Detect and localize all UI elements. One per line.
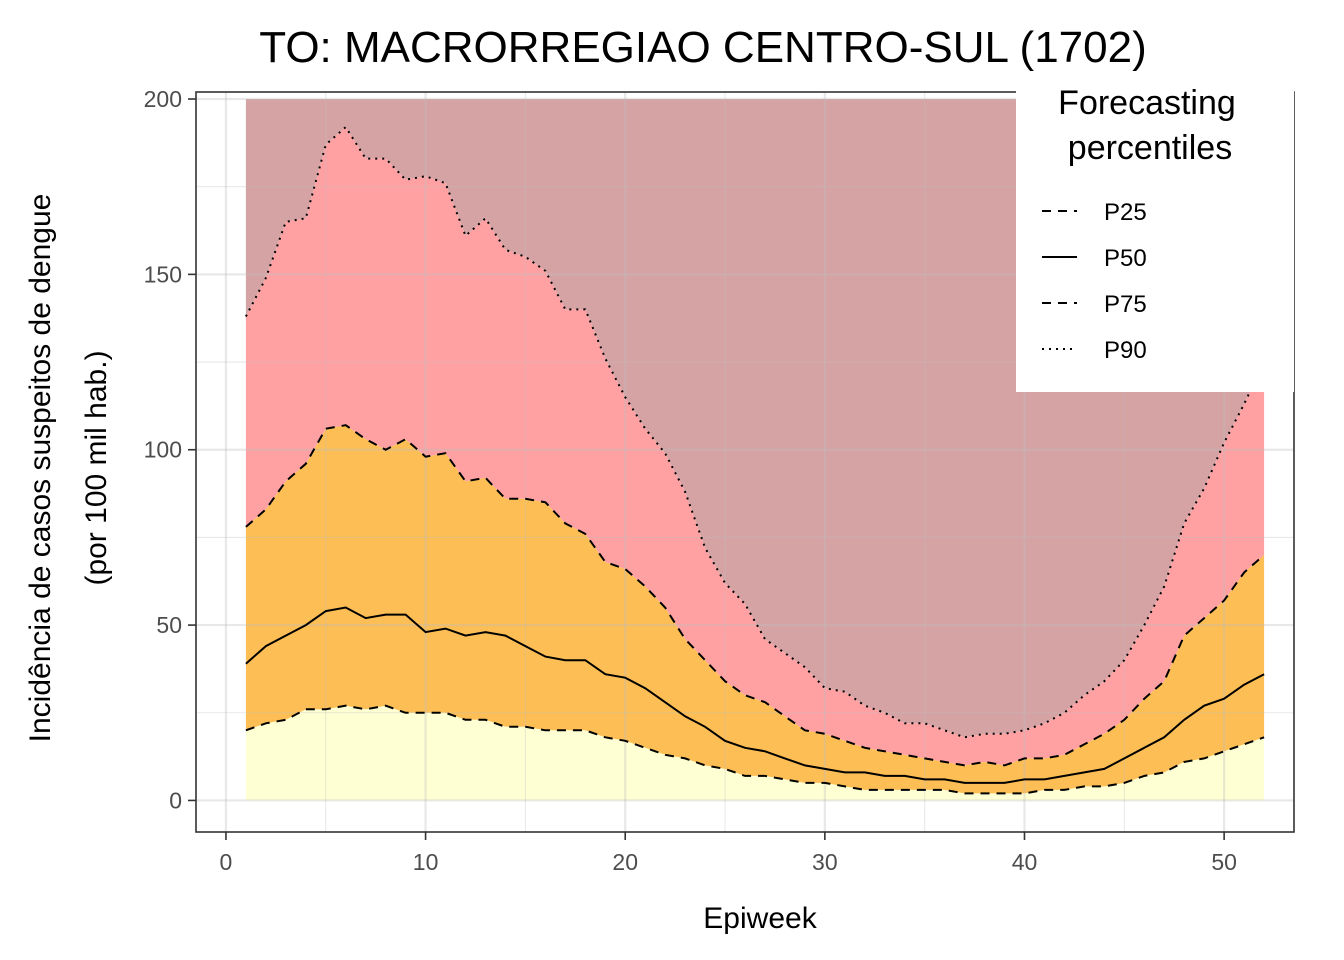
y-tick-label: 200 [144, 86, 182, 112]
series-line-p90 [245, 125, 1266, 739]
x-tick-label: 40 [1012, 849, 1038, 875]
axis-ticks: 0 10 20 30 40 50 0 50 100 150 200 [144, 86, 1237, 875]
y-axis-title-line-1: Incidência de casos suspeitos de dengue [24, 194, 57, 743]
legend-background [1016, 80, 1294, 392]
legend-title-line-1: Forecasting [1058, 84, 1236, 122]
y-tick-label: 0 [169, 787, 182, 813]
x-tick-label: 10 [413, 849, 439, 875]
series-line-p25 [245, 704, 1265, 795]
legend-label-p25: P25 [1104, 199, 1147, 226]
legend: Forecasting percentiles P25 P50 P75 P90 [1016, 80, 1294, 392]
plot-border [195, 91, 1295, 833]
band-p75-p90 [245, 127, 1265, 766]
legend-label-p90: P90 [1104, 337, 1147, 364]
legend-label-p75: P75 [1104, 291, 1147, 318]
series-line-p75 [245, 424, 1265, 767]
x-tick-label: 20 [612, 849, 638, 875]
x-tick-label: 0 [220, 849, 233, 875]
x-axis-title: Epiweek [703, 902, 817, 935]
legend-label-p50: P50 [1104, 245, 1147, 272]
y-tick-label: 100 [144, 437, 182, 463]
x-tick-label: 30 [812, 849, 838, 875]
y-tick-label: 50 [156, 612, 182, 638]
y-axis-title-line-2: (por 100 mil hab.) [80, 350, 113, 585]
legend-title-line-2: percentiles [1068, 129, 1232, 167]
y-axis-title: Incidência de casos suspeitos de dengue … [24, 194, 113, 743]
band-p0-p25 [245, 705, 1265, 801]
chart-title: TO: MACRORREGIAO CENTRO-SUL (1702) [259, 23, 1146, 72]
x-tick-label: 50 [1211, 849, 1237, 875]
band-p90-top [245, 99, 1265, 738]
legend-entries: P25 P50 P75 P90 [1042, 199, 1147, 364]
band-p25-p75 [245, 425, 1265, 794]
series-line-p50 [245, 606, 1265, 784]
y-tick-label: 150 [144, 261, 182, 287]
